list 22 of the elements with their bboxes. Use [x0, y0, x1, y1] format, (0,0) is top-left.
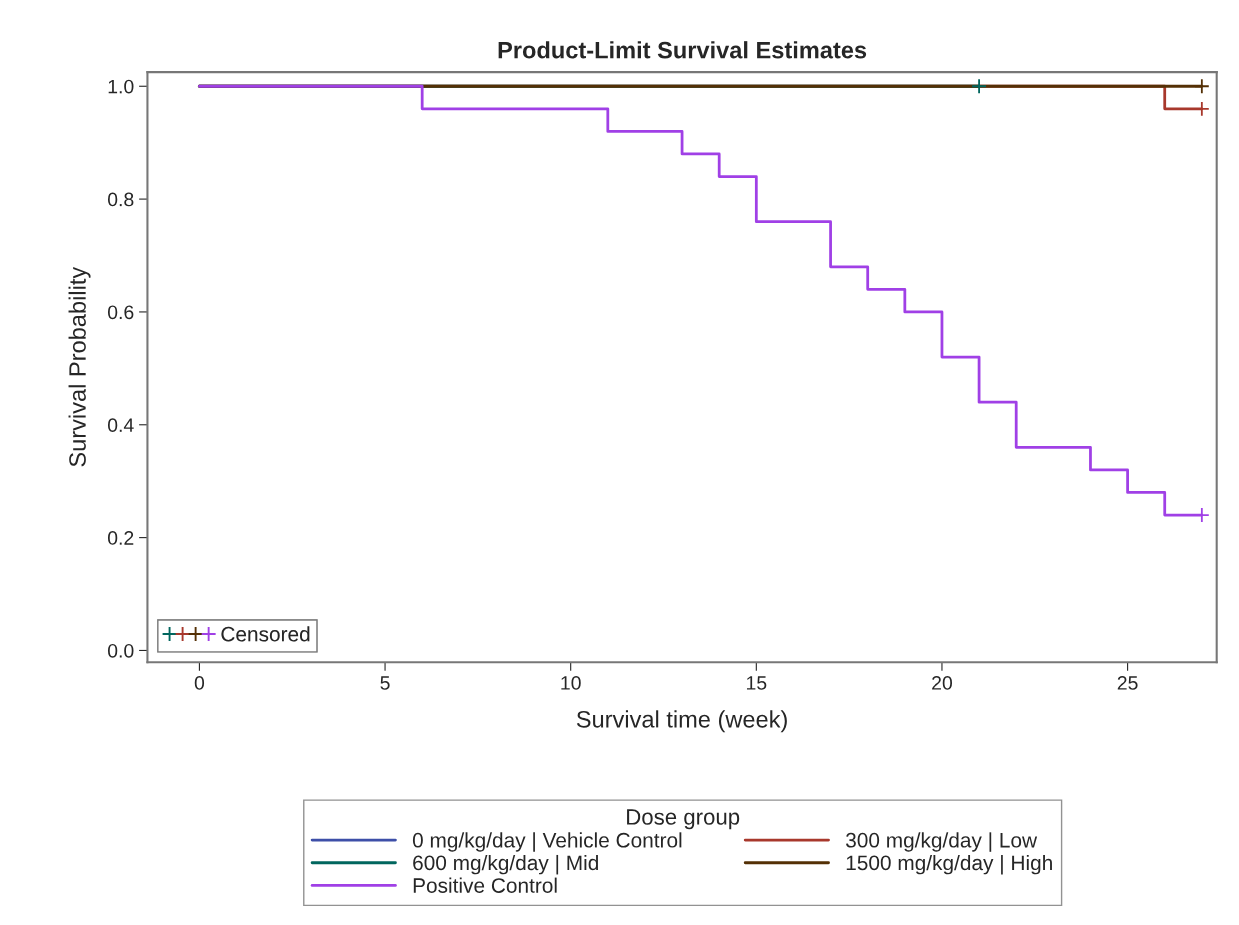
legend-label: 1500 mg/kg/day | High — [846, 854, 1052, 875]
legend-label: Positive Control — [413, 877, 557, 893]
y-tick-label: 1.0 — [108, 79, 134, 94]
legend-label: 600 mg/kg/day | Mid — [413, 854, 598, 875]
y-tick-label: 0.4 — [107, 418, 134, 433]
y-tick-label: 0.8 — [107, 192, 134, 207]
legend-title: Dose group — [627, 809, 740, 830]
y-axis-title: Survival Probability — [68, 266, 91, 467]
x-tick-label: 0 — [194, 676, 205, 690]
x-tick-label: 10 — [561, 676, 581, 690]
x-tick-label: 5 — [380, 676, 390, 690]
x-tick-label: 20 — [932, 676, 953, 690]
legend-label: 0 mg/kg/day | Vehicle Control — [412, 832, 682, 852]
chart-title: Product-Limit Survival Estimates — [498, 41, 867, 59]
x-tick-label: 25 — [1117, 676, 1138, 690]
y-tick-label: 0.0 — [107, 643, 134, 658]
x-axis-title: Survival time (week) — [576, 710, 787, 733]
x-tick-label: 15 — [746, 676, 767, 690]
y-tick-label: 0.6 — [107, 305, 134, 320]
legend-label: 300 mg/kg/day | Low — [845, 832, 1038, 852]
legend-label: Censored — [221, 626, 310, 642]
y-tick-label: 0.2 — [107, 531, 134, 545]
